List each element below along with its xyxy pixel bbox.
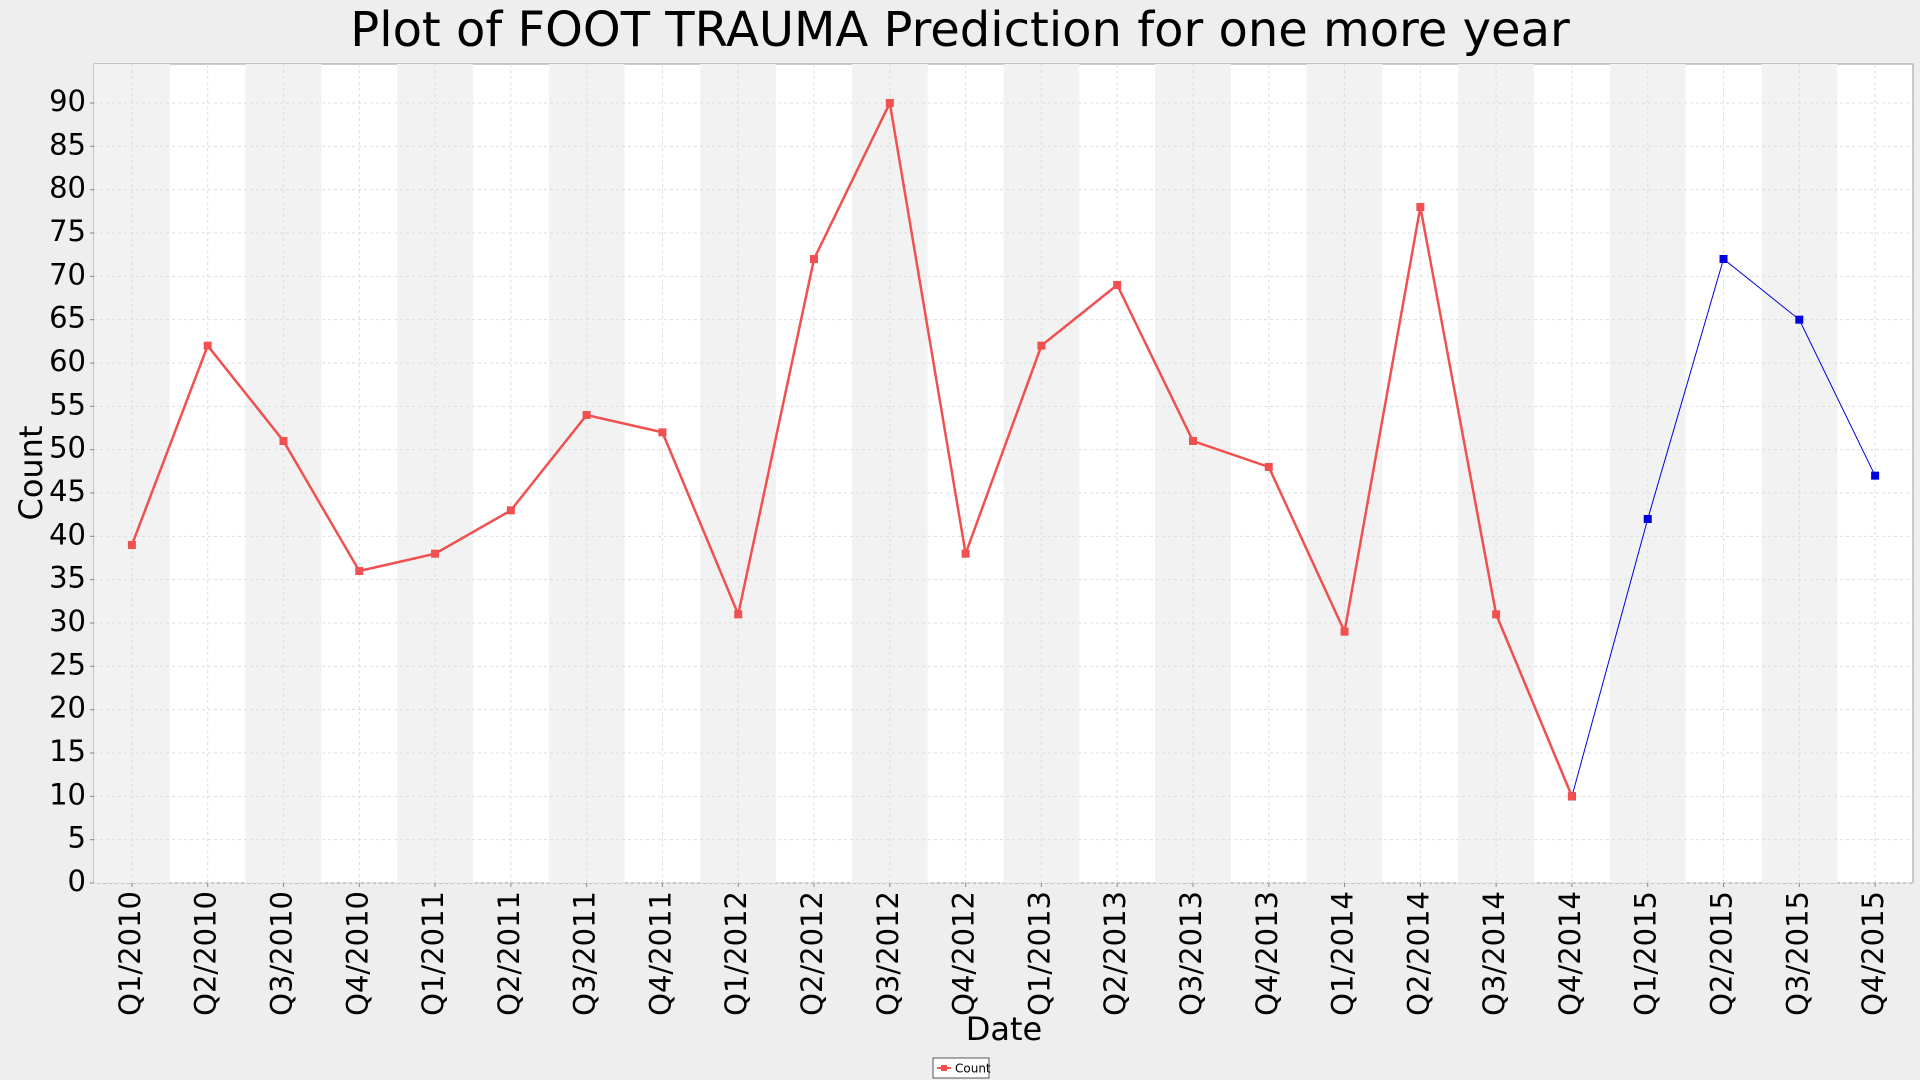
x-tick-label: Q3/2013 [1174, 891, 1208, 1016]
x-tick-label: Q1/2015 [1629, 891, 1663, 1016]
x-tick-label: Q1/2014 [1326, 891, 1360, 1016]
x-tick-label: Q4/2011 [643, 891, 677, 1016]
y-tick-label: 65 [49, 301, 86, 335]
x-tick-label: Q3/2015 [1780, 891, 1814, 1016]
data-point [355, 567, 364, 575]
data-point [279, 437, 288, 445]
legend-label: Count [955, 1062, 991, 1076]
x-tick-label: Q3/2014 [1477, 891, 1511, 1016]
x-tick-label: Q2/2011 [492, 891, 526, 1016]
data-point [1264, 463, 1273, 471]
data-point [1795, 315, 1804, 324]
y-axis-label: Count [12, 425, 50, 520]
x-tick-label: Q4/2014 [1553, 891, 1587, 1016]
x-tick-label: Q4/2010 [340, 891, 374, 1016]
x-tick-label: Q2/2013 [1098, 891, 1132, 1016]
y-tick-label: 30 [49, 604, 86, 638]
x-tick-label: Q2/2014 [1401, 891, 1435, 1016]
y-tick-label: 15 [49, 734, 86, 768]
y-tick-label: 5 [68, 821, 86, 855]
y-tick-label: 70 [49, 257, 86, 291]
data-point [203, 341, 212, 350]
x-tick-label: Q2/2015 [1705, 891, 1739, 1016]
data-point [1871, 471, 1880, 480]
y-tick-label: 85 [49, 127, 86, 161]
x-tick-label: Q4/2012 [947, 891, 981, 1016]
y-tick-label: 60 [49, 344, 86, 378]
chart-title: Plot of FOOT TRAUMA Prediction for one m… [350, 2, 1570, 58]
data-point [734, 610, 743, 619]
y-tick-label: 90 [49, 84, 86, 118]
y-tick-label: 75 [49, 214, 86, 248]
data-point [1567, 792, 1576, 801]
x-tick-label: Q4/2015 [1856, 891, 1890, 1016]
data-point [506, 506, 515, 515]
data-point [1719, 255, 1728, 263]
data-point [1037, 341, 1046, 350]
x-tick-label: Q2/2012 [795, 891, 829, 1016]
data-point [961, 549, 970, 558]
data-point [1643, 515, 1652, 523]
y-tick-label: 50 [49, 431, 86, 465]
data-point [1492, 610, 1501, 619]
y-tick-label: 25 [49, 647, 86, 681]
x-tick-label: Q3/2010 [264, 891, 298, 1016]
x-tick-label: Q4/2013 [1250, 891, 1284, 1016]
y-tick-label: 55 [49, 387, 86, 421]
x-tick-label: Q1/2013 [1022, 891, 1056, 1016]
data-point [582, 411, 591, 419]
data-point [658, 428, 667, 437]
y-tick-label: 40 [49, 517, 86, 551]
x-tick-label: Q1/2010 [113, 891, 147, 1016]
x-tick-label: Q3/2012 [871, 891, 905, 1016]
y-tick-label: 20 [49, 691, 86, 725]
series-line [130, 98, 1574, 797]
y-tick-label: 80 [49, 171, 86, 205]
data-point [1416, 203, 1425, 211]
y-tick-label: 10 [49, 777, 86, 811]
x-tick-label: Q1/2012 [719, 891, 753, 1016]
data-point [127, 541, 136, 549]
y-tick-label: 0 [68, 864, 86, 898]
data-point [810, 255, 819, 263]
x-tick-label: Q3/2011 [568, 891, 602, 1016]
x-axis-label: Date [966, 1010, 1042, 1048]
data-point [1113, 281, 1122, 289]
y-tick-label: 45 [49, 474, 86, 508]
x-tick-label: Q1/2011 [416, 891, 450, 1016]
data-point [1340, 627, 1349, 636]
data-point [431, 549, 440, 558]
legend-marker [941, 1065, 947, 1071]
x-tick-label: Q2/2010 [189, 891, 223, 1016]
legend-box [932, 1057, 990, 1079]
y-tick-label: 35 [49, 561, 86, 595]
data-point [1188, 437, 1197, 445]
data-point [885, 99, 894, 107]
